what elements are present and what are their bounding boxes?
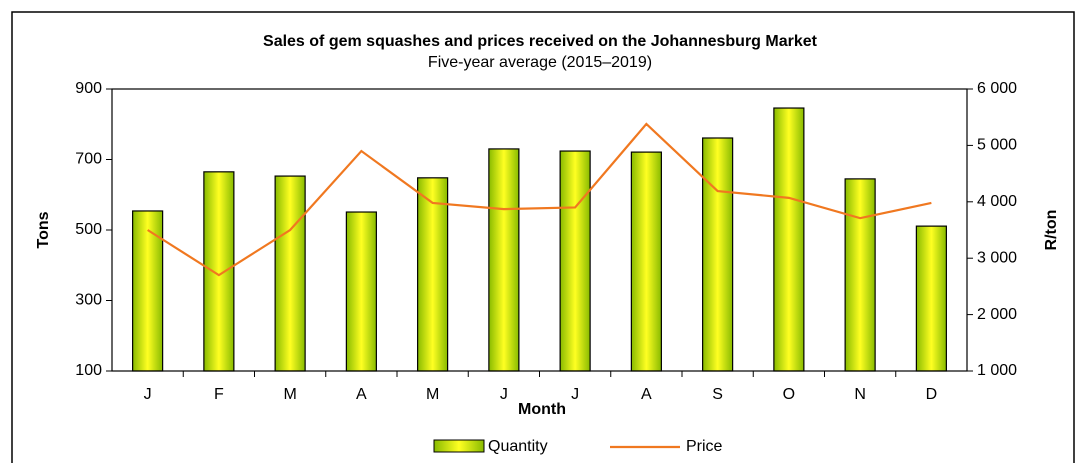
y-tick-label: 700: [75, 151, 102, 168]
x-tick-label: S: [712, 386, 723, 403]
x-tick-label: A: [356, 386, 367, 403]
legend-swatch: [433, 439, 485, 453]
y2-tick-label: 3 000: [977, 249, 1017, 266]
price-line: [147, 122, 932, 277]
bar: [417, 177, 449, 372]
bar: [915, 225, 947, 372]
bar: [345, 211, 377, 372]
x-tick-label: J: [571, 386, 579, 403]
y2-tick-label: 5 000: [977, 137, 1017, 154]
x-tick-label: O: [783, 386, 795, 403]
y2-tick-label: 6 000: [977, 80, 1017, 97]
bar: [702, 137, 734, 372]
y2-tick-label: 2 000: [977, 306, 1017, 323]
x-tick-label: M: [426, 386, 439, 403]
y-axis-label: Tons: [35, 211, 52, 248]
bar: [559, 150, 591, 372]
x-tick-label: M: [283, 386, 296, 403]
y-tick-label: 100: [75, 362, 102, 379]
x-axis-label: Month: [518, 401, 566, 418]
y-tick-label: 900: [75, 80, 102, 97]
y2-axis-label: R/ton: [1043, 210, 1060, 251]
x-tick-label: F: [214, 386, 224, 403]
x-tick-label: J: [144, 386, 152, 403]
y-tick-label: 300: [75, 292, 102, 309]
y2-tick-label: 4 000: [977, 193, 1017, 210]
x-tick-label: A: [641, 386, 652, 403]
frame: [11, 11, 1075, 463]
chart-subtitle: Five-year average (2015–2019): [428, 54, 652, 71]
legend-label: Price: [686, 438, 723, 455]
y-tick-label: 500: [75, 221, 102, 238]
bar: [132, 210, 164, 372]
bar: [630, 151, 662, 372]
x-tick-label: D: [926, 386, 938, 403]
x-tick-label: J: [500, 386, 508, 403]
legend-label: Quantity: [488, 438, 548, 455]
bar: [773, 107, 805, 372]
bar: [488, 148, 520, 372]
bar: [203, 171, 235, 372]
y2-tick-label: 1 000: [977, 362, 1017, 379]
chart-title: Sales of gem squashes and prices receive…: [263, 33, 818, 50]
plot-border: [111, 88, 968, 372]
x-tick-label: N: [854, 386, 866, 403]
bar: [844, 178, 876, 372]
bar: [274, 175, 306, 372]
